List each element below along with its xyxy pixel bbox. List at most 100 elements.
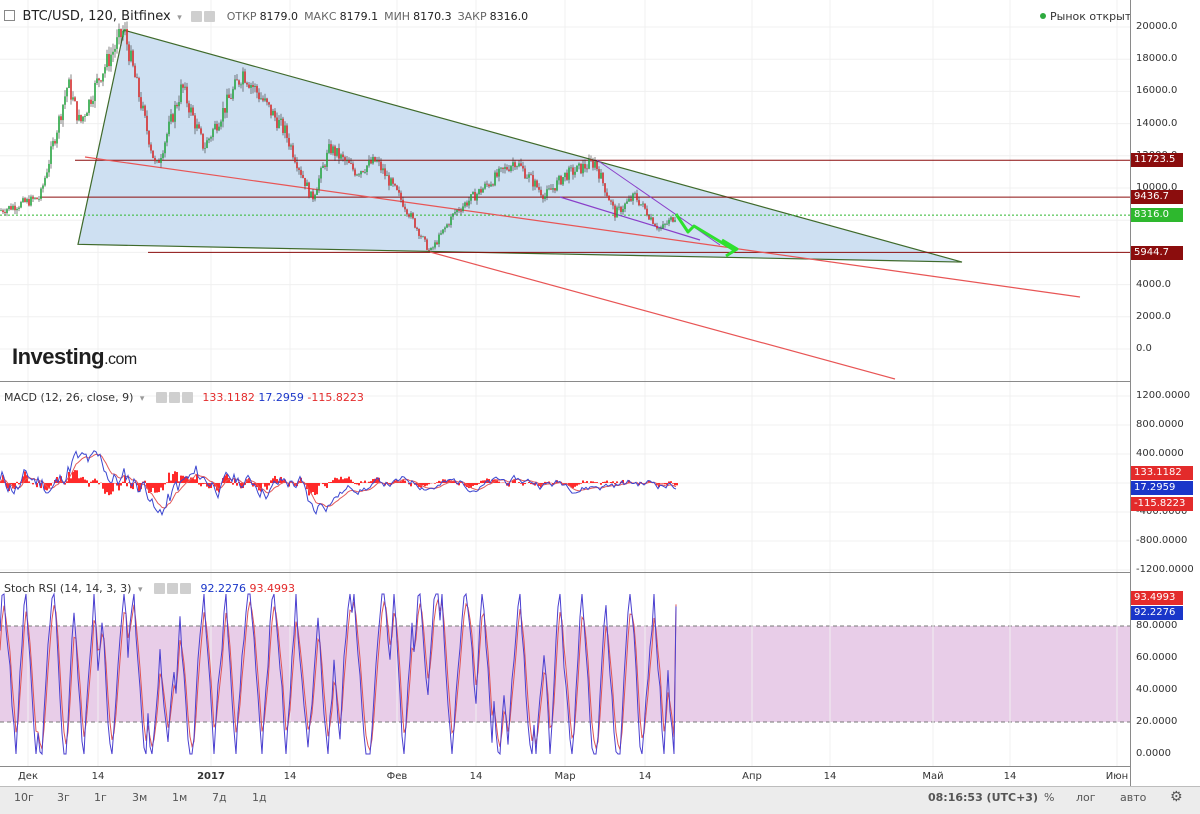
macd-histogram-bar [358, 483, 360, 485]
macd-histogram-bar [334, 478, 336, 483]
candle-body [160, 158, 162, 163]
candle-body [120, 29, 122, 37]
candle-body [226, 95, 228, 113]
macd-histogram-bar [202, 483, 204, 484]
log-button[interactable]: лог [1076, 791, 1096, 804]
percent-button[interactable]: % [1044, 791, 1054, 804]
candle-body [388, 175, 390, 185]
candle-body [470, 194, 472, 201]
candle-body [102, 73, 104, 81]
candle-body [228, 95, 230, 98]
macd-histogram-bar [600, 483, 602, 485]
macd-histogram-bar [152, 483, 154, 488]
candle-body [648, 215, 650, 219]
candle-body [456, 210, 458, 212]
eye-icon[interactable] [154, 583, 165, 594]
gear-icon[interactable] [169, 392, 180, 403]
timeframe-button-1г[interactable]: 1г [94, 791, 107, 804]
candle-body [422, 236, 424, 237]
candle-body [92, 101, 94, 104]
stoch-rsi-chart[interactable] [0, 573, 1130, 766]
macd-value-1: 133.1182 [202, 391, 255, 404]
macd-histogram-bar [460, 482, 462, 483]
macd-histogram-bar [422, 483, 424, 485]
candle-body [348, 160, 350, 163]
candle-body [278, 120, 280, 128]
ohlc-key: МАКС [304, 10, 337, 23]
ohlc-key: ОТКР [227, 10, 257, 23]
candle-body [0, 210, 2, 211]
eye-icon[interactable] [191, 11, 202, 22]
macd-tick-label: 800.0000 [1136, 419, 1184, 430]
candle-body [578, 164, 580, 166]
macd-histogram-bar [204, 483, 206, 484]
gear-icon[interactable]: ⚙ [1170, 789, 1183, 805]
stoch-tick-label: 0.0000 [1136, 748, 1171, 759]
candle-body [172, 114, 174, 122]
candle-body [174, 105, 176, 122]
timeframe-button-3м[interactable]: 3м [132, 791, 147, 804]
ohlc-value: 8179.0 [260, 10, 299, 23]
candle-body [310, 191, 312, 197]
macd-histogram-bar [602, 482, 604, 483]
time-axis-label: 14 [470, 771, 483, 782]
close-icon[interactable] [182, 392, 193, 403]
candle-body [526, 178, 528, 179]
ohlc-value: 8170.3 [413, 10, 452, 23]
macd-histogram-bar [424, 483, 426, 486]
candle-body [314, 195, 316, 199]
gear-icon[interactable] [167, 583, 178, 594]
macd-histogram-bar [154, 483, 156, 493]
auto-button[interactable]: авто [1120, 791, 1146, 804]
timeframe-button-7д[interactable]: 7д [212, 791, 227, 804]
candle-body [46, 172, 48, 177]
candle-body [248, 85, 250, 88]
macd-histogram-bar [110, 483, 112, 494]
market-status-label: Рынок открыт [1050, 10, 1131, 23]
macd-histogram-bar [352, 482, 354, 483]
gear-icon[interactable] [204, 11, 215, 22]
candle-body [344, 157, 346, 161]
macd-histogram-bar [330, 482, 332, 483]
collapse-icon[interactable] [4, 10, 15, 21]
candle-body [234, 79, 236, 89]
price-tag: 8316.0 [1131, 208, 1183, 222]
candle-body [240, 84, 242, 85]
eye-icon[interactable] [156, 392, 167, 403]
ohlc-key: МИН [384, 10, 410, 23]
price-chart[interactable] [0, 0, 1130, 382]
candle-body [22, 198, 24, 202]
candle-body [156, 160, 158, 161]
stoch-legend-label[interactable]: Stoch RSI (14, 14, 3, 3) [4, 582, 131, 595]
candle-body [416, 228, 418, 229]
candle-body [178, 102, 180, 106]
time-axis-label: 14 [92, 771, 105, 782]
candle-body [418, 229, 420, 236]
close-icon[interactable] [180, 583, 191, 594]
macd-histogram-bar [518, 482, 520, 483]
candle-body [176, 105, 178, 106]
chevron-down-icon[interactable]: ▾ [138, 585, 143, 595]
candle-body [506, 167, 508, 169]
macd-chart[interactable] [0, 382, 1130, 572]
candle-body [668, 220, 670, 224]
timeframe-button-1м[interactable]: 1м [172, 791, 187, 804]
macd-histogram-bar [364, 481, 366, 483]
chevron-down-icon[interactable]: ▾ [177, 13, 182, 23]
time-axis-label: Май [922, 771, 943, 782]
chevron-down-icon[interactable]: ▾ [140, 394, 145, 404]
timeframe-button-3г[interactable]: 3г [57, 791, 70, 804]
candle-body [536, 181, 538, 188]
candle-body [116, 37, 118, 49]
macd-histogram-bar [322, 483, 324, 484]
timeframe-button-10г[interactable]: 10г [14, 791, 34, 804]
ohlc-value: 8316.0 [490, 10, 529, 23]
candle-body [148, 131, 150, 144]
candle-body [644, 204, 646, 209]
macd-legend-label[interactable]: MACD (12, 26, close, 9) [4, 391, 133, 404]
timeframe-button-1д[interactable]: 1д [252, 791, 267, 804]
candle-body [524, 168, 526, 178]
candle-body [512, 162, 514, 166]
symbol-label[interactable]: BTC/USD, 120, Bitfinex [23, 9, 171, 24]
macd-tag: -115.8223 [1131, 497, 1193, 511]
